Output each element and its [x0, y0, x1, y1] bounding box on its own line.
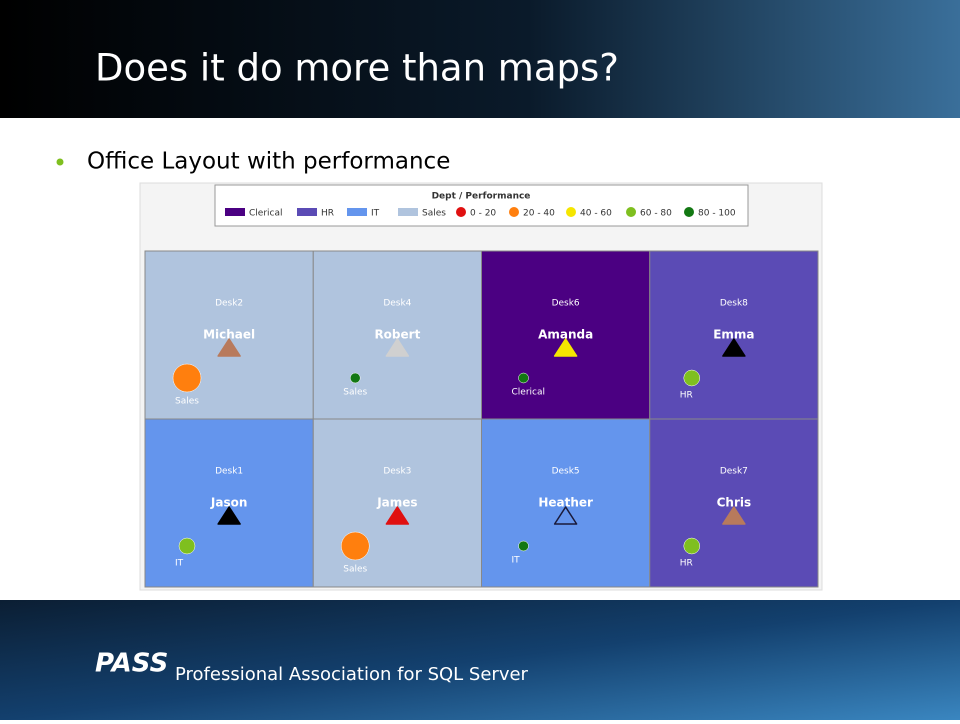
legend-swatch	[297, 208, 317, 216]
footer-text: Professional Association for SQL Server	[175, 664, 529, 685]
legend-dot	[566, 207, 576, 217]
bullet-dot	[56, 158, 64, 166]
legend-dot	[456, 207, 466, 217]
footer-logo: PASS	[95, 649, 168, 679]
performance-triangle	[722, 506, 746, 525]
desk-tile	[649, 250, 819, 420]
performance-triangle	[385, 506, 410, 525]
legend-label: IT	[371, 209, 380, 219]
legend-label: 80 - 100	[698, 209, 736, 219]
performance-triangle	[553, 506, 578, 525]
legend-box	[214, 184, 749, 227]
performance-circle	[178, 537, 196, 555]
person-name: Michael	[203, 328, 255, 342]
desk-label: Desk7	[720, 467, 748, 477]
desk-label: Desk5	[552, 467, 580, 477]
dept-label: Sales	[343, 388, 367, 398]
performance-circle	[350, 372, 361, 384]
desk-tile	[481, 418, 651, 588]
title: Does it do more than maps?	[95, 47, 619, 90]
desk-tile	[312, 418, 482, 588]
legend-title: Dept / Performance	[432, 192, 531, 202]
desk-label: Desk3	[383, 467, 411, 477]
person-name: Emma	[713, 328, 754, 342]
performance-circle	[172, 363, 202, 393]
performance-triangle	[217, 506, 241, 525]
dept-label: Clerical	[512, 388, 546, 398]
person-name: Robert	[374, 328, 420, 342]
performance-circle	[518, 372, 529, 384]
legend-dot	[626, 207, 636, 217]
desk-tile	[481, 250, 651, 420]
performance-triangle	[722, 338, 746, 357]
person-name: Chris	[717, 496, 752, 510]
desk-tile	[144, 418, 314, 588]
person-name: Heather	[538, 496, 593, 510]
legend-label: 40 - 60	[580, 209, 612, 219]
desk-tile	[144, 250, 314, 420]
legend-dot	[684, 207, 694, 217]
dept-label: Sales	[343, 565, 367, 575]
person-name: Amanda	[538, 328, 593, 342]
desk-label: Desk1	[215, 467, 243, 477]
legend-label: Clerical	[249, 209, 283, 219]
performance-circle	[683, 369, 700, 387]
header-band	[0, 0, 960, 118]
person-name: Jason	[210, 496, 248, 510]
performance-circle	[518, 540, 529, 552]
legend-label: 0 - 20	[470, 209, 496, 219]
footer-band	[0, 600, 960, 720]
desk-label: Desk6	[552, 299, 580, 309]
desk-label: Desk2	[215, 299, 243, 309]
desk-tile	[312, 250, 482, 420]
legend-label: HR	[321, 209, 334, 219]
legend-swatch	[225, 208, 245, 216]
person-name: James	[376, 496, 417, 510]
dept-label: HR	[680, 559, 693, 569]
legend-label: 60 - 80	[640, 209, 672, 219]
legend-dot	[509, 207, 519, 217]
dept-label: Sales	[175, 397, 199, 407]
desk-label: Desk4	[383, 299, 411, 309]
performance-circle	[341, 531, 370, 561]
legend-label: 20 - 40	[523, 209, 555, 219]
performance-triangle	[553, 338, 578, 357]
legend-label: Sales	[422, 209, 446, 219]
desk-label: Desk8	[720, 299, 748, 309]
performance-triangle	[385, 338, 410, 357]
performance-circle	[683, 537, 700, 555]
legend-swatch	[347, 208, 367, 216]
legend-swatch	[398, 208, 418, 216]
dept-label: HR	[680, 391, 693, 401]
dept-label: IT	[175, 559, 184, 569]
desk-tile	[649, 418, 819, 588]
dept-label: IT	[512, 556, 521, 566]
performance-triangle	[217, 338, 241, 357]
bullet-text: Office Layout with performance	[87, 149, 450, 175]
